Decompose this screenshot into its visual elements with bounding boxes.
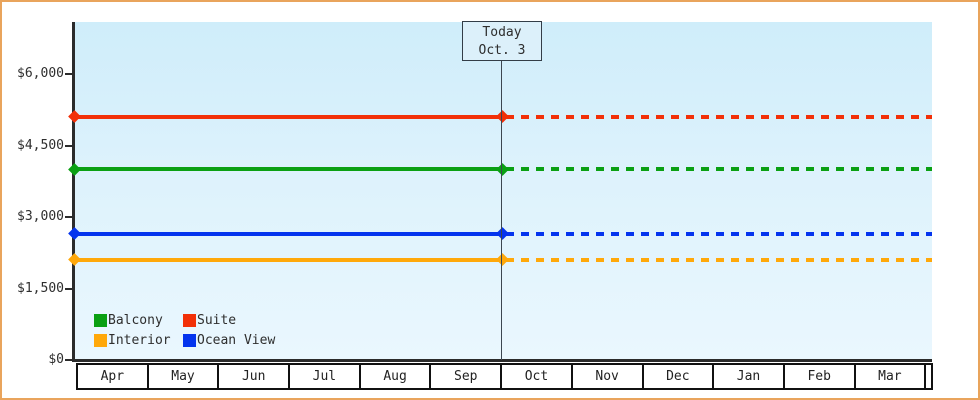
x-axis-month-row: Apr May Jun Jul Aug Sep Oct Nov Dec Jan Feb Mar bbox=[76, 363, 933, 390]
legend-swatch-ocean-view bbox=[183, 334, 196, 347]
legend-item-suite: Suite bbox=[183, 314, 275, 327]
today-date: Oct. 3 bbox=[478, 43, 526, 58]
month-cell-jul: Jul bbox=[290, 365, 361, 388]
price-line-solid-ocean-view bbox=[74, 231, 502, 236]
price-line-solid-suite bbox=[74, 114, 502, 119]
legend-swatch-suite bbox=[183, 314, 196, 327]
y-axis-tick-label: $0 bbox=[48, 352, 64, 367]
month-cell-apr: Apr bbox=[78, 365, 149, 388]
month-cell-feb: Feb bbox=[785, 365, 856, 388]
month-cell-sep: Sep bbox=[431, 365, 503, 388]
legend-label: Balcony bbox=[108, 313, 163, 328]
y-axis-tick bbox=[65, 144, 73, 147]
y-axis-tick bbox=[65, 73, 73, 75]
legend-swatch-interior bbox=[94, 334, 107, 347]
today-label: Today bbox=[482, 25, 522, 40]
legend-label: Suite bbox=[197, 313, 237, 328]
month-row-stub bbox=[926, 365, 931, 388]
month-label: Jul bbox=[312, 369, 337, 384]
price-line-dotted-ocean-view bbox=[506, 231, 932, 236]
y-axis-tick bbox=[65, 216, 73, 218]
plot-area bbox=[72, 22, 932, 362]
month-cell-mar: Mar bbox=[856, 365, 927, 388]
price-line-dotted-balcony bbox=[506, 167, 932, 172]
legend-item-ocean-view: Ocean View bbox=[183, 334, 275, 347]
month-cell-aug: Aug bbox=[361, 365, 432, 388]
legend-item-interior: Interior bbox=[94, 334, 183, 347]
today-marker-box: Today Oct. 3 bbox=[462, 21, 542, 61]
month-label: Feb bbox=[807, 369, 831, 384]
legend-label: Interior bbox=[108, 333, 171, 348]
month-label: Dec bbox=[666, 369, 690, 384]
month-label: Nov bbox=[595, 369, 619, 384]
month-cell-may: May bbox=[149, 365, 220, 388]
month-label: May bbox=[171, 369, 195, 384]
price-line-solid-balcony bbox=[74, 167, 502, 172]
y-axis-tick-label: $3,000 bbox=[17, 209, 64, 224]
month-label: Mar bbox=[878, 369, 902, 384]
month-cell-jun: Jun bbox=[219, 365, 291, 388]
price-line-dotted-interior bbox=[506, 257, 932, 262]
month-cell-jan: Jan bbox=[714, 365, 785, 388]
legend-swatch-balcony bbox=[94, 314, 107, 327]
month-label: Sep bbox=[454, 369, 478, 384]
month-cell-nov: Nov bbox=[573, 365, 644, 388]
legend: Balcony Suite Interior Ocean View bbox=[94, 314, 275, 347]
price-line-solid-interior bbox=[74, 257, 502, 262]
y-axis-tick bbox=[65, 287, 73, 290]
today-vertical-line bbox=[501, 61, 502, 360]
month-label: Aug bbox=[383, 369, 407, 384]
y-axis-tick-label: $4,500 bbox=[17, 137, 64, 153]
y-axis-tick-label: $1,500 bbox=[17, 280, 64, 296]
month-label: Jun bbox=[241, 369, 266, 384]
legend-label: Ocean View bbox=[197, 333, 276, 348]
month-label: Jan bbox=[736, 369, 761, 384]
month-cell-oct: Oct bbox=[502, 365, 573, 388]
y-axis-tick-label: $6,000 bbox=[17, 66, 64, 81]
y-axis-tick bbox=[65, 359, 73, 361]
legend-item-balcony: Balcony bbox=[94, 314, 183, 327]
month-label: Apr bbox=[100, 369, 125, 384]
price-line-dotted-suite bbox=[506, 114, 932, 119]
month-cell-dec: Dec bbox=[644, 365, 715, 388]
month-label: Oct bbox=[524, 369, 549, 384]
